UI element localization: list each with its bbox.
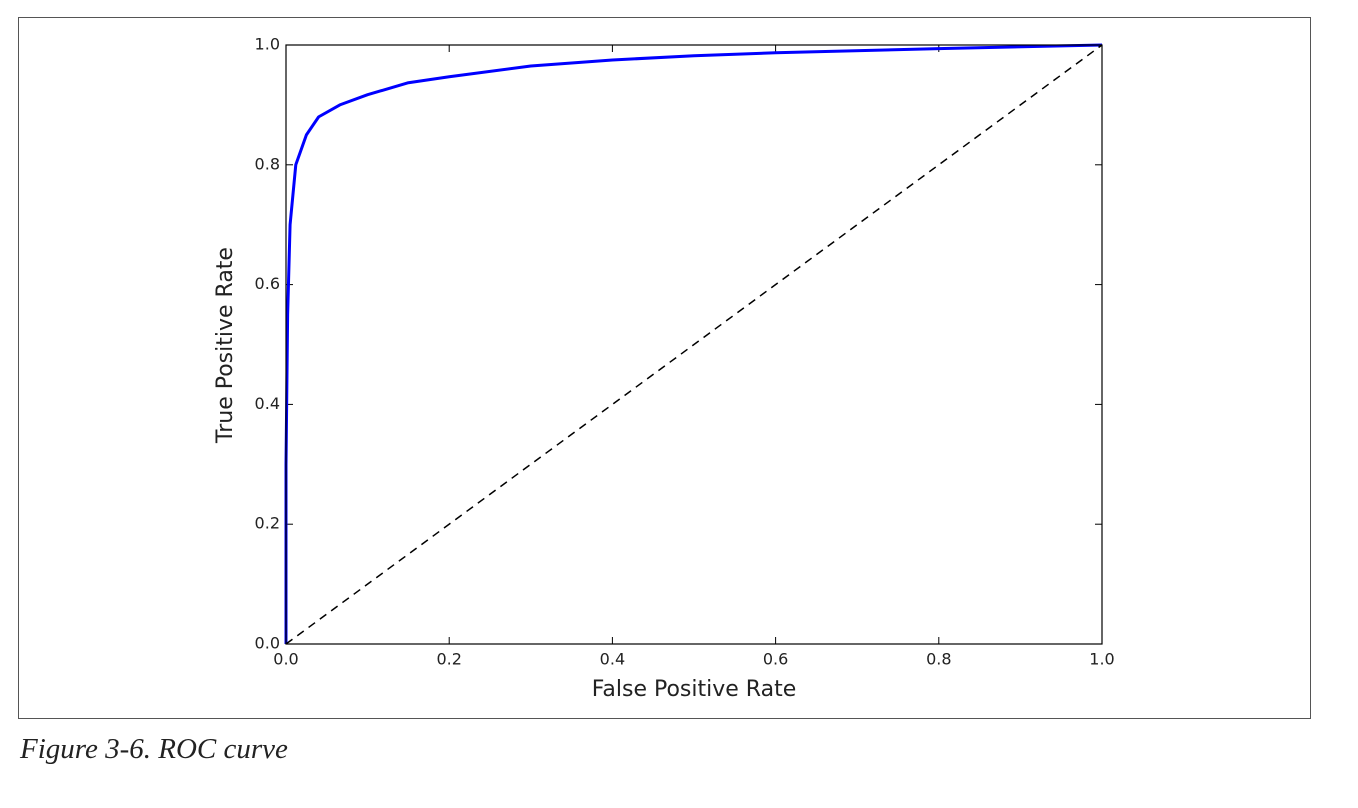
x-tick-label: 0.2 [436,650,461,669]
x-tick-label: 0.4 [600,650,625,669]
y-tick-label: 0.2 [255,514,280,533]
chart: False Positive Rate True Positive Rate 0… [18,17,1311,719]
figure-caption: Figure 3-6. ROC curve [20,733,288,765]
figure-frame [18,17,1311,719]
y-tick-label: 0.8 [255,154,280,173]
x-axis-label: False Positive Rate [592,677,796,702]
x-tick-label: 0.0 [273,650,298,669]
x-tick-label: 0.8 [926,650,951,669]
line-series [284,43,1103,644]
y-axis-label: True Positive Rate [213,247,238,444]
line-series [285,44,1103,645]
y-tick-label: 1.0 [255,35,280,54]
x-tick-label: 0.6 [763,650,788,669]
plot-frame [285,44,1103,645]
y-tick-label: 0.0 [255,634,280,653]
y-tick-label: 0.6 [255,274,280,293]
x-tick-label: 1.0 [1089,650,1114,669]
y-tick-label: 0.4 [255,394,280,413]
